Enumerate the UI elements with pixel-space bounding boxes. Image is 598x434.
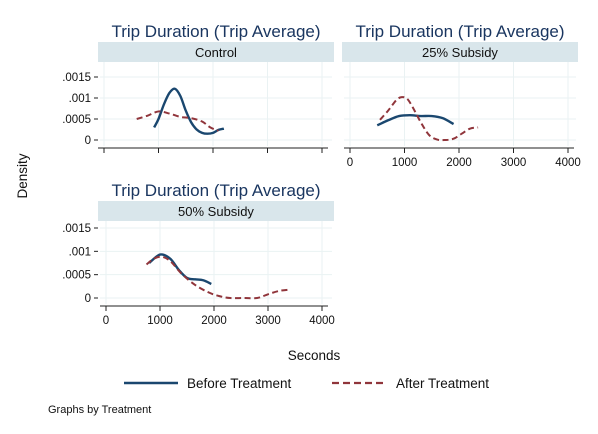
y-tick-label: 0 — [85, 293, 91, 305]
y-axis-label: Density — [15, 153, 30, 198]
y-tick-label: 0 — [85, 135, 91, 147]
panel-2: Trip Duration (Trip Average) 25% Subsidy 0… — [342, 22, 581, 169]
panel-3: Trip Duration (Trip Average) 50% Subsidy 0… — [62, 181, 335, 327]
panel-title: Trip Duration (Trip Average) — [355, 22, 564, 41]
legend-label-before: Before Treatment — [187, 376, 292, 391]
x-tick-label: 0 — [103, 315, 109, 327]
series-line-after — [145, 255, 290, 300]
y-tick-label: .0015 — [62, 72, 91, 84]
x-tick-label: 1000 — [392, 157, 418, 169]
legend-label-after: After Treatment — [396, 376, 489, 391]
legend: Before Treatment After Treatment — [124, 376, 489, 391]
strip-background — [98, 42, 334, 62]
y-tick-label: .0005 — [62, 270, 91, 282]
series-line-before — [153, 87, 225, 135]
series-line-after — [136, 110, 219, 132]
y-tick-label: .001 — [69, 93, 91, 105]
strip-background — [342, 42, 578, 62]
panel-1: Trip Duration (Trip Average) Control 0 .000… — [62, 22, 334, 153]
x-tick-label: 4000 — [555, 157, 581, 169]
strip-label: Control — [195, 45, 237, 60]
strip-label: 50% Subsidy — [178, 204, 254, 219]
x-axis-label: Seconds — [288, 348, 341, 363]
series-line-before — [376, 114, 455, 127]
x-tick-label: 2000 — [201, 315, 227, 327]
panels: Trip Duration (Trip Average) Control 0 .000… — [62, 22, 581, 327]
x-tick-label: 0 — [347, 157, 353, 169]
graphs-by-note: Graphs by Treatment — [48, 404, 151, 416]
series-line-before — [148, 253, 212, 286]
series-line-after — [379, 96, 479, 142]
x-tick-label: 2000 — [446, 157, 472, 169]
strip-label: 25% Subsidy — [422, 45, 498, 60]
y-tick-label: .0005 — [62, 114, 91, 126]
x-tick-label: 3000 — [255, 315, 281, 327]
x-tick-label: 3000 — [501, 157, 527, 169]
y-tick-label: .0015 — [62, 223, 91, 235]
panel-title: Trip Duration (Trip Average) — [111, 181, 320, 200]
y-tick-label: .001 — [69, 246, 91, 258]
panel-title: Trip Duration (Trip Average) — [111, 22, 320, 41]
x-tick-label: 4000 — [309, 315, 335, 327]
x-tick-label: 1000 — [147, 315, 173, 327]
strip-background — [98, 201, 334, 221]
